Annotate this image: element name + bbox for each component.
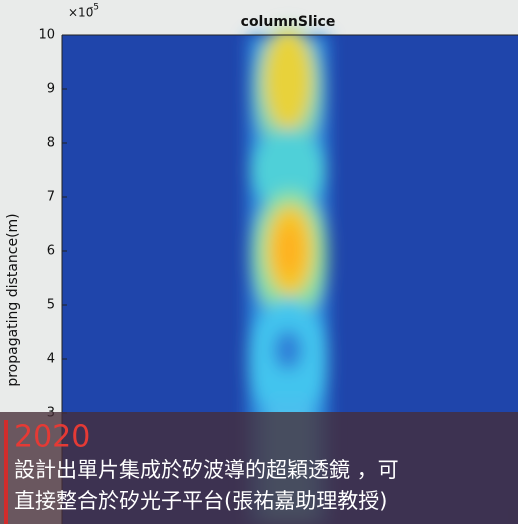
caption-year: 2020 <box>14 420 90 455</box>
y-tick-label: 8 <box>47 136 55 151</box>
caption-accent <box>4 420 8 524</box>
caption-overlay: 2020 設計出單片集成於矽波導的超穎透鏡 ，可 直接整合於矽光子平台(張祐嘉助… <box>0 412 518 524</box>
caption-line: 直接整合於矽光子平台(張祐嘉助理教授) <box>14 489 387 513</box>
caption-line: 設計出單片集成於矽波導的超穎透鏡 ，可 <box>14 458 399 482</box>
y-tick-label: 9 <box>47 82 55 97</box>
y-tick-label: 7 <box>47 190 55 205</box>
y-tick-label: 6 <box>47 244 55 259</box>
y-tick-label: 10 <box>38 28 55 43</box>
chart-title: columnSlice <box>241 14 336 30</box>
y-axis-label: propagating distance(m) <box>5 213 21 386</box>
y-scale-exponent: -5 <box>90 3 99 13</box>
y-tick-label: 5 <box>47 298 55 313</box>
y-tick-label: 4 <box>47 352 55 367</box>
screenshot: 345678910 ×10 -5 columnSlice propagating… <box>0 0 518 524</box>
